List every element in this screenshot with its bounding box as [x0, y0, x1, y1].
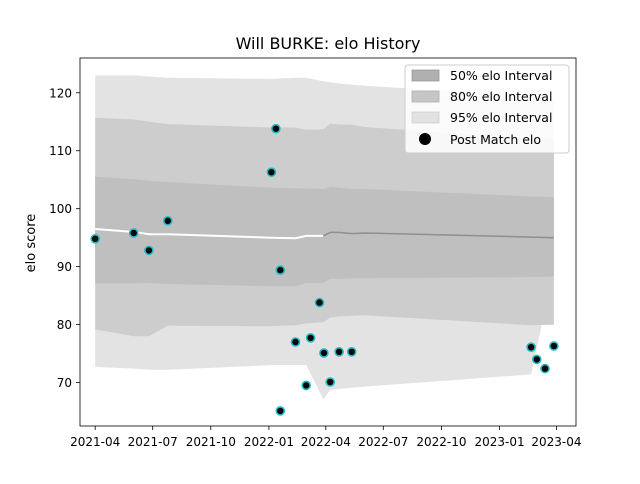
x-tick-label: 2023-01 [474, 435, 524, 449]
data-point [301, 380, 312, 391]
x-tick-label: 2022-10 [416, 435, 466, 449]
median-line-late [322, 231, 554, 239]
y-axis-ticks: 70 80 90 100 110 120 [49, 86, 80, 390]
band-50-interval [95, 176, 554, 287]
legend: 50% elo Interval 80% elo Interval 95% el… [404, 64, 570, 154]
data-point [325, 377, 336, 387]
data-point [271, 123, 281, 134]
data-point [144, 245, 154, 256]
data-point [314, 297, 325, 308]
y-tick-label: 100 [49, 202, 72, 216]
x-tick-label: 2022-07 [358, 435, 408, 449]
legend-swatch-95 [411, 111, 440, 124]
plot-frame [79, 57, 577, 427]
data-point [275, 406, 286, 416]
x-tick-label: 2021-04 [70, 435, 120, 449]
legend-marker-points [419, 133, 431, 145]
data-point [346, 346, 357, 357]
data-point [128, 228, 139, 238]
x-tick-label: 2023-04 [531, 435, 581, 449]
data-point [163, 216, 173, 226]
legend-swatch-80 [411, 90, 440, 103]
x-tick-label: 2021-10 [186, 435, 236, 449]
data-point [334, 346, 344, 357]
y-tick-label: 110 [49, 144, 72, 158]
y-axis-label: elo score [24, 214, 39, 273]
data-point [549, 341, 559, 351]
y-tick-label: 120 [49, 86, 72, 100]
data-point [531, 354, 542, 365]
legend-label-50: 50% elo Interval [450, 68, 552, 83]
y-tick-label: 90 [57, 260, 72, 274]
y-tick-label: 70 [57, 376, 72, 390]
x-tick-label: 2021-07 [128, 435, 178, 449]
data-point [275, 265, 286, 275]
chart-title: Will BURKE: elo History [236, 34, 421, 53]
data-point [319, 348, 329, 358]
legend-swatch-50 [411, 69, 440, 82]
data-point [266, 167, 277, 177]
legend-label-points: Post Match elo [450, 132, 541, 147]
data-point [540, 363, 550, 374]
x-tick-label: 2022-01 [244, 435, 294, 449]
y-tick-label: 80 [57, 318, 72, 332]
x-axis-ticks: 2021-04 2021-07 2021-10 2022-01 2022-04 2022-… [70, 426, 581, 449]
x-tick-label: 2022-04 [301, 435, 351, 449]
data-point [526, 342, 536, 353]
data-point [290, 337, 301, 347]
legend-label-80: 80% elo Interval [450, 89, 552, 104]
post-match-points [90, 123, 559, 416]
data-point [305, 333, 316, 343]
data-point [90, 234, 100, 244]
legend-label-95: 95% elo Interval [450, 110, 552, 125]
interval-bands [95, 75, 554, 400]
legend-box [404, 64, 570, 154]
